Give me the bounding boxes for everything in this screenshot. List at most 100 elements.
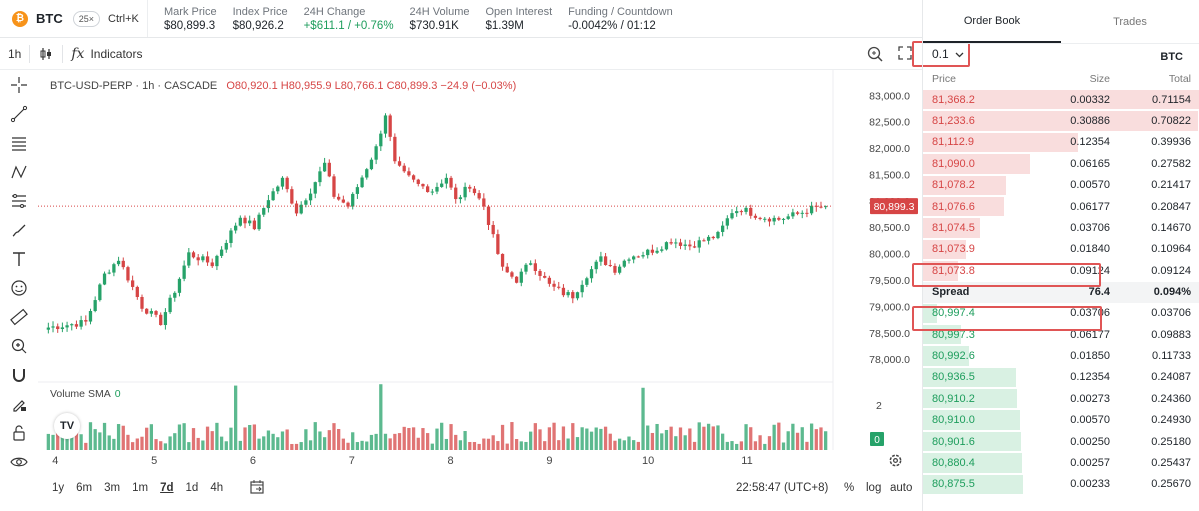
candle-body: [641, 255, 645, 257]
horizontal-lines-icon[interactable]: [0, 128, 38, 157]
volume-bar: [524, 441, 528, 450]
fib-retracement-icon[interactable]: [0, 186, 38, 215]
bid-row[interactable]: 80,901.6 0.00250 0.25180: [923, 431, 1199, 452]
tab-trades[interactable]: Trades: [1113, 15, 1147, 28]
volume-bar: [383, 433, 388, 450]
ask-row[interactable]: 81,074.5 0.03706 0.14670: [923, 217, 1199, 238]
volume-bar: [112, 438, 116, 450]
ask-row[interactable]: 81,112.9 0.12354 0.39936: [923, 132, 1199, 153]
fullscreen-icon[interactable]: [898, 46, 912, 60]
candle-type-icon[interactable]: [38, 46, 54, 62]
range-1d[interactable]: 1d: [185, 482, 199, 494]
range-4h[interactable]: 4h: [210, 482, 224, 494]
precision-dropdown[interactable]: 0.1: [912, 41, 970, 67]
ask-price: 81,076.6: [932, 200, 975, 213]
trend-line-icon[interactable]: [0, 99, 38, 128]
ruler-icon[interactable]: [0, 302, 38, 331]
range-7d[interactable]: 7d: [160, 482, 174, 494]
ask-row[interactable]: 81,368.2 0.00332 0.71154: [923, 89, 1199, 110]
leverage-badge[interactable]: 25×: [72, 10, 100, 27]
size-unit[interactable]: BTC: [1160, 50, 1183, 63]
volume-bar: [51, 434, 55, 450]
candle-body: [533, 263, 537, 271]
volume-bar: [472, 442, 477, 450]
volume-bar: [416, 437, 420, 450]
candle-body: [234, 225, 238, 231]
ask-total: 0.70822: [1151, 115, 1191, 128]
candle-body: [561, 287, 566, 296]
volume-bar: [435, 428, 439, 450]
depth-bar: [923, 431, 1021, 452]
magnet-icon[interactable]: [0, 360, 38, 389]
scale-percent-toggle[interactable]: %: [844, 482, 855, 494]
candle-body: [304, 200, 308, 205]
ask-price: 81,368.2: [932, 93, 975, 106]
candle-body: [721, 225, 725, 232]
candle-body: [159, 314, 163, 326]
volume-bar: [280, 431, 285, 450]
volume-bar: [116, 424, 121, 450]
date-range-icon[interactable]: [249, 479, 265, 498]
range-3m[interactable]: 3m: [104, 482, 121, 494]
candle-body: [557, 286, 561, 288]
scale-log-toggle[interactable]: log: [866, 482, 882, 494]
lock-drawing-icon[interactable]: [0, 389, 38, 418]
bid-row[interactable]: 80,910.0 0.00570 0.24930: [923, 409, 1199, 430]
ask-row[interactable]: 81,090.0 0.06165 0.27582: [923, 153, 1199, 174]
candle-body: [622, 260, 626, 267]
zoom-icon[interactable]: [866, 45, 884, 63]
zoom-in-icon[interactable]: [0, 331, 38, 360]
bid-row[interactable]: 80,875.5 0.00233 0.25670: [923, 474, 1199, 495]
settings-icon[interactable]: [888, 453, 903, 471]
bid-row[interactable]: 80,936.5 0.12354 0.24087: [923, 367, 1199, 388]
ask-row[interactable]: 81,073.8 0.09124 0.09124: [923, 260, 1199, 281]
crosshair-icon[interactable]: [0, 70, 38, 99]
tab-order-book[interactable]: Order Book: [923, 0, 1061, 43]
candle-body: [299, 204, 303, 214]
candle-body: [529, 263, 533, 265]
indicators-button[interactable]: fx Indicators: [71, 46, 142, 62]
ask-row[interactable]: 81,233.6 0.30886 0.70822: [923, 110, 1199, 131]
candle-body: [767, 218, 772, 222]
scale-auto-toggle[interactable]: auto: [890, 482, 913, 494]
bid-row[interactable]: 80,992.6 0.01850 0.11733: [923, 345, 1199, 366]
bid-price: 80,875.5: [932, 478, 975, 491]
search-shortcut[interactable]: Ctrl+K: [108, 12, 139, 25]
volume-bar: [533, 423, 537, 450]
market-selector[interactable]: ₿ BTC 25× Ctrl+K: [0, 0, 148, 37]
volume-bar: [758, 435, 762, 450]
brush-icon[interactable]: [0, 215, 38, 244]
bid-row[interactable]: 80,880.4 0.00257 0.25437: [923, 452, 1199, 473]
range-1y[interactable]: 1y: [52, 482, 65, 494]
bid-row[interactable]: 80,997.3 0.06177 0.09883: [923, 324, 1199, 345]
volume-bar: [290, 443, 294, 450]
bid-row[interactable]: 80,997.4 0.03706 0.03706: [923, 303, 1199, 324]
volume-bar: [575, 437, 580, 450]
bid-row[interactable]: 80,910.2 0.00273 0.24360: [923, 388, 1199, 409]
bid-total: 0.24930: [1151, 414, 1191, 427]
candle-body: [716, 231, 720, 239]
volume-bar: [46, 433, 50, 450]
ask-row[interactable]: 81,073.9 0.01840 0.10964: [923, 239, 1199, 260]
range-6m[interactable]: 6m: [76, 482, 93, 494]
text-icon[interactable]: [0, 244, 38, 273]
emoji-icon[interactable]: [0, 273, 38, 302]
candlestick-chart[interactable]: 83,000.082,500.082,000.081,500.081,000.0…: [38, 70, 922, 511]
ask-row[interactable]: 81,076.6 0.06177 0.20847: [923, 196, 1199, 217]
candle-body: [177, 278, 182, 293]
range-1m[interactable]: 1m: [132, 482, 149, 494]
pattern-icon[interactable]: [0, 157, 38, 186]
candle-body: [238, 217, 242, 226]
depth-bar: [923, 303, 938, 323]
price-chart[interactable]: 83,000.082,500.082,000.081,500.081,000.0…: [38, 70, 922, 511]
volume-bar: [678, 427, 683, 450]
ask-row[interactable]: 81,078.2 0.00570 0.21417: [923, 175, 1199, 196]
candle-body: [735, 211, 739, 214]
volume-bar: [332, 423, 336, 450]
eye-icon[interactable]: [0, 447, 38, 476]
interval-selector[interactable]: 1h: [8, 46, 22, 61]
volume-bar: [407, 427, 411, 450]
volume-bar: [294, 443, 299, 450]
lock-icon[interactable]: [0, 418, 38, 447]
candle-body: [168, 297, 172, 313]
